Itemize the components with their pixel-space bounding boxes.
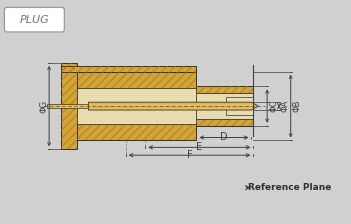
Text: ΦB: ΦB [293, 100, 302, 112]
Polygon shape [61, 66, 197, 72]
Polygon shape [197, 86, 253, 93]
FancyBboxPatch shape [5, 7, 64, 32]
Text: ΦC: ΦC [269, 100, 278, 112]
Polygon shape [77, 124, 197, 140]
Polygon shape [197, 93, 253, 119]
Text: D: D [220, 132, 228, 142]
Polygon shape [77, 88, 197, 124]
Text: ΦA: ΦA [281, 100, 290, 112]
Text: F: F [187, 150, 192, 160]
Text: PLUG: PLUG [20, 15, 49, 25]
Text: ΦG: ΦG [39, 99, 48, 113]
Text: Reference Plane: Reference Plane [247, 183, 331, 192]
Polygon shape [47, 104, 88, 108]
Polygon shape [77, 72, 197, 88]
Polygon shape [226, 97, 253, 115]
Text: E: E [196, 142, 203, 152]
Polygon shape [197, 119, 253, 126]
Polygon shape [88, 102, 258, 110]
Polygon shape [61, 63, 77, 149]
